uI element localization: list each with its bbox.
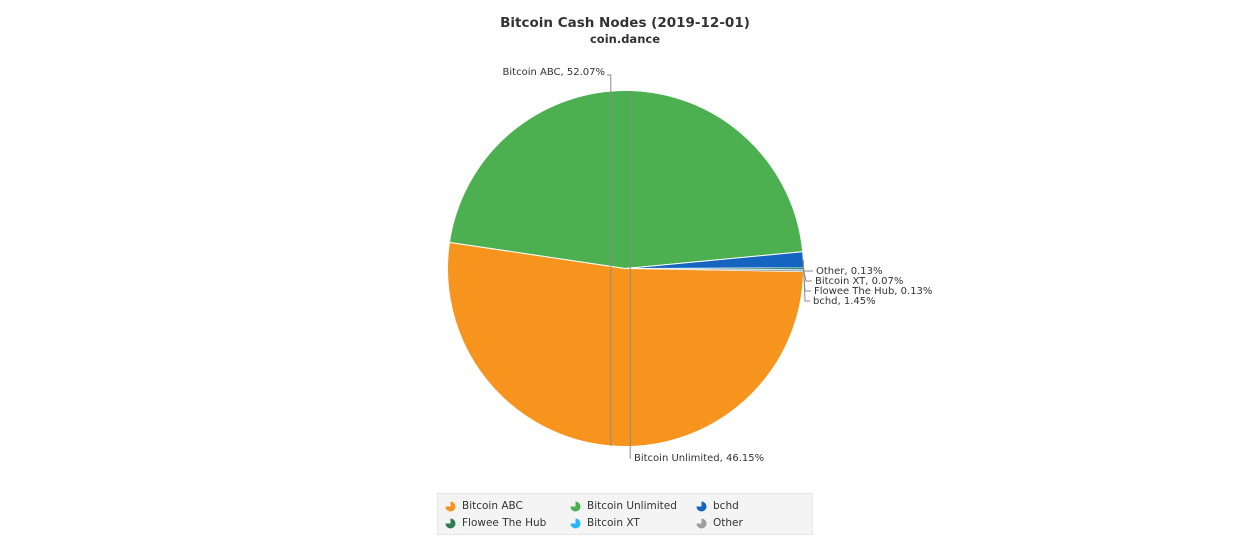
data-label-bitcoin-xt: Bitcoin XT, 0.07% [815,276,903,287]
legend-swatch-flowee-the-hub [445,518,456,528]
data-label-flowee-the-hub: Flowee The Hub, 0.13% [814,286,932,297]
legend-item-bitcoin-unlimited[interactable]: Bitcoin Unlimited [570,500,677,512]
pie-slice-icon [696,501,707,511]
legend-swatch-bitcoin-abc [445,501,456,511]
data-label-bchd: bchd, 1.45% [813,296,876,307]
pie-slice-bitcoin-abc[interactable] [447,241,804,447]
legend-swatch-bitcoin-xt [570,518,581,528]
label-connector-bitcoin-unlimited [629,90,631,459]
legend-label: bchd [713,500,739,512]
pie-slice-icon [445,501,456,511]
label-connector-flowee-the-hub [803,268,811,292]
chart-legend: Bitcoin ABC Bitcoin Unlimited bchd Flowe… [437,493,813,535]
data-label-bitcoin-abc: Bitcoin ABC, 52.07% [503,67,605,78]
chart-subtitle: coin.dance [590,32,660,46]
pie-slice-icon [570,518,581,528]
legend-swatch-other [696,518,707,528]
pie-slice-icon [445,518,456,528]
legend-label: Flowee The Hub [462,517,547,529]
chart-title: Bitcoin Cash Nodes (2019-12-01) [500,15,750,31]
data-label-other: Other, 0.13% [816,266,883,277]
label-connector-bitcoin-abc [607,74,612,446]
pie-slice-icon [570,501,581,511]
legend-item-other[interactable]: Other [696,517,743,529]
legend-swatch-bitcoin-unlimited [570,501,581,511]
pie-slice-icon [696,518,707,528]
label-connector-bitcoin-xt [803,269,812,282]
legend-label: Bitcoin XT [587,517,640,529]
legend-item-bitcoin-abc[interactable]: Bitcoin ABC [445,500,523,512]
legend-item-bitcoin-xt[interactable]: Bitcoin XT [570,517,640,529]
legend-swatch-bchd [696,501,707,511]
legend-label: Other [713,517,743,529]
legend-label: Bitcoin Unlimited [587,500,677,512]
data-label-bitcoin-unlimited: Bitcoin Unlimited, 46.15% [634,453,764,464]
legend-item-bchd[interactable]: bchd [696,500,739,512]
legend-item-flowee-the-hub[interactable]: Flowee The Hub [445,517,546,529]
pie-slice-bitcoin-unlimited[interactable] [448,89,804,270]
legend-label: Bitcoin ABC [462,500,523,512]
